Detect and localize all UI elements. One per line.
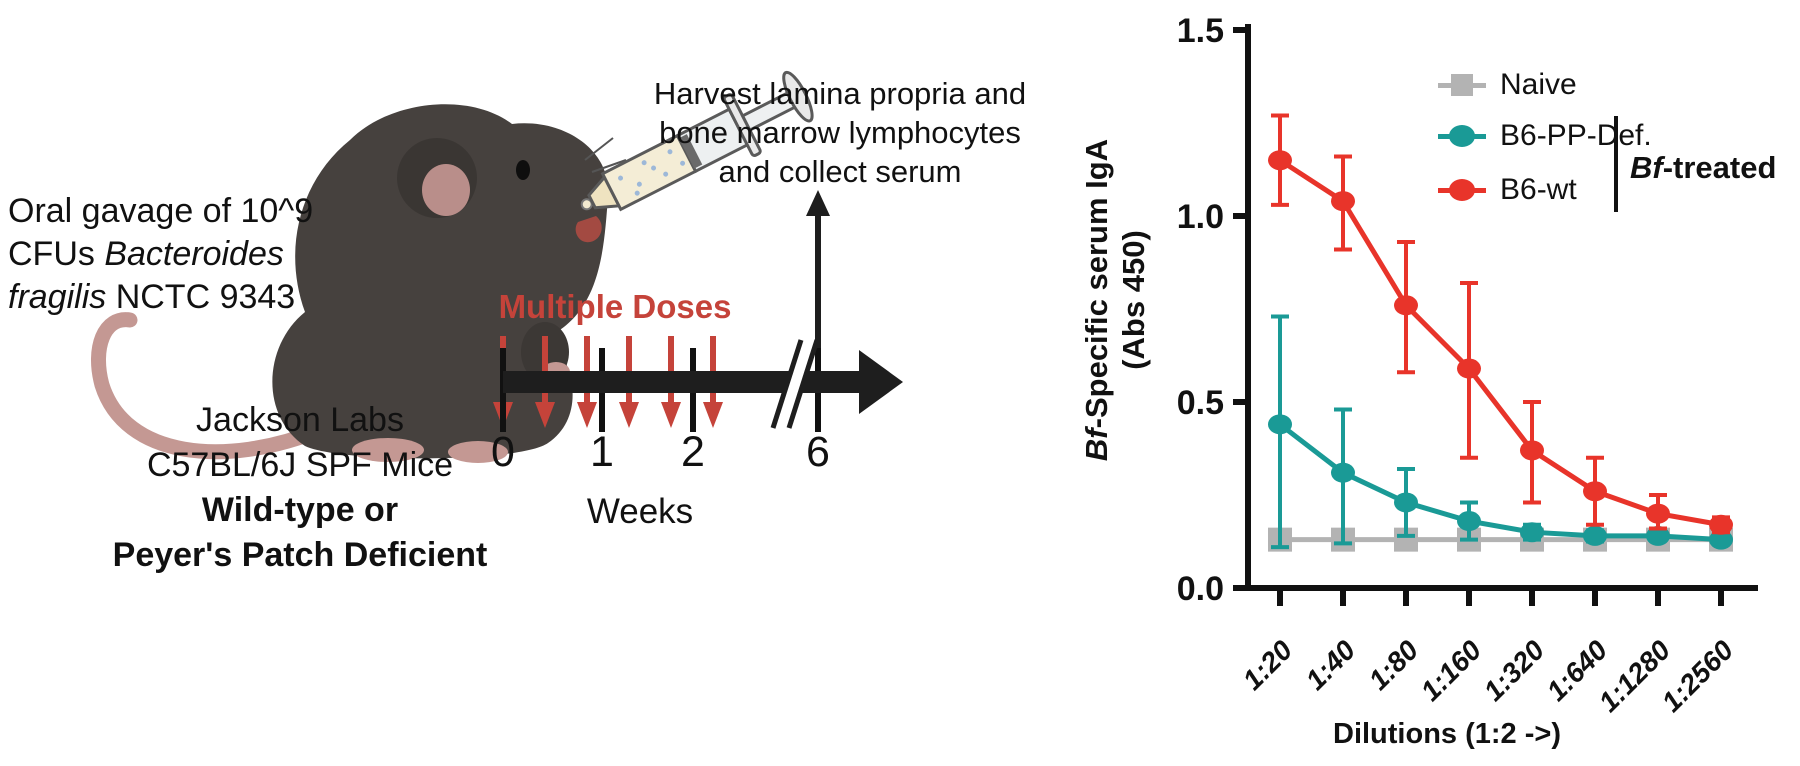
timeline-arrowhead [859,350,903,414]
series-B6-wt [1268,113,1733,535]
x-tick-label: 1:320 [1478,634,1551,707]
data-point [1583,525,1607,546]
mouse-inner-ear [422,164,470,216]
timeline [500,337,903,432]
x-axis-title: Dilutions (1:2 ->) [1333,718,1561,750]
data-point [1394,295,1418,316]
legend-bracket [1614,116,1618,212]
legend-item-naive: Naive [1438,68,1577,102]
timeline-tick-2: 2 [681,428,705,476]
mouse-foot [352,438,424,462]
x-tick-label: 1:2560 [1656,634,1740,718]
data-point [1709,514,1733,535]
harvest-caption: Harvest lamina propria and bone marrow l… [653,76,1027,189]
data-point [1457,358,1481,379]
mice-strain: C57BL/6J SPF Mice [146,446,454,484]
mouse-strain-caption: Jackson Labs C57BL/6J SPF Mice Wild-type… [60,398,540,578]
data-point [1520,522,1544,543]
y-tick-label: 0.0 [1177,570,1224,608]
data-point [1583,481,1607,502]
y-tick-label: 1.5 [1177,12,1224,50]
timeline-axis-label: Weeks [586,492,694,531]
timeline-tick-6: 6 [806,428,830,476]
data-point [1331,191,1355,212]
syringe-icon [580,70,814,212]
legend-label-b6-pp-def: B6-PP-Def. [1500,119,1652,152]
oral-gavage-caption: Oral gavage of 10^9 CFUs Bacteroides fra… [8,192,314,316]
mouse-tail [91,312,328,460]
y-axis-title: Bf-Specific serum IgA (Abs 450) [1079,138,1151,462]
naive-square-marker-icon [1438,71,1486,99]
y-tick-label: 0.5 [1177,384,1224,422]
mice-source: Jackson Labs [196,401,404,439]
mouse-eye [516,160,530,180]
timeline-tick-1: 1 [590,428,614,476]
legend-label-naive: Naive [1500,68,1577,101]
timeline-tick-0: 0 [491,428,515,476]
x-tick-label: 1:160 [1415,634,1488,707]
multiple-doses-label: Multiple Doses [498,288,732,325]
data-point [1646,503,1670,524]
data-point [1331,462,1355,483]
axis-break [772,337,816,431]
data-point [1709,529,1733,550]
data-point [1646,525,1670,546]
serum-iga-chart: 1.51.00.50.01:20 1:40 1:801:1601:3201:6401… [1177,12,1758,718]
mice-genotype-1: Wild-type or [201,491,399,529]
b6-wt-circle-marker-icon [1438,176,1486,204]
x-tick-label: 1:40 [1300,634,1362,696]
legend-item-b6-pp-def: B6-PP-Def. [1438,119,1652,153]
bacteria-name: Bacteroides [104,235,284,273]
data-point [1394,492,1418,513]
data-point [1520,440,1544,461]
mouse-body [272,104,609,459]
mouse-foot [448,441,508,463]
b6-pp-def-circle-marker-icon [1438,122,1486,150]
x-tick-label: 1:20 [1237,634,1299,696]
data-point [1457,511,1481,532]
y-tick-label: 1.0 [1177,198,1224,236]
series-B6-PP-Def. [1268,314,1733,550]
mouse-mouth [575,216,602,243]
data-point [1268,414,1292,435]
mice-genotype-2: Peyer's Patch Deficient [112,536,488,574]
data-point [1268,150,1292,171]
mouse-gavage-illustration [91,70,903,463]
legend-label-b6-wt: B6-wt [1500,173,1577,206]
oral-gavage-line1: Oral gavage of 10^9 [8,192,314,230]
bf-treated-label: Bf-treated [1630,150,1777,185]
legend-item-b6-wt: B6-wt [1438,173,1577,207]
